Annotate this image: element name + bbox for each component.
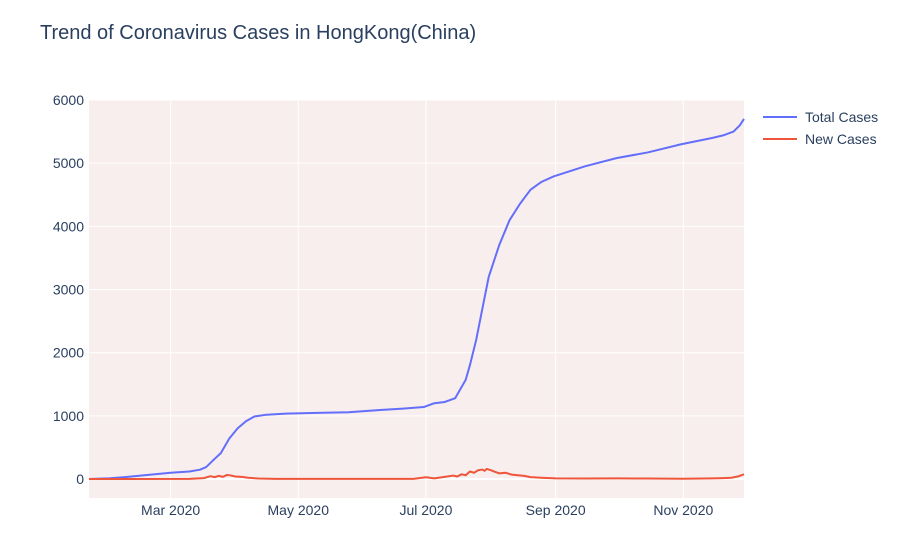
series-line-new-cases: [88, 467, 745, 481]
y-tick-label: 5000: [53, 155, 84, 171]
plot-background: [89, 100, 744, 498]
legend-label-new-cases: New Cases: [805, 131, 877, 147]
legend-swatch-new-cases: [763, 138, 797, 140]
y-tick-label: 2000: [53, 345, 84, 361]
y-axis-ticks: 0 1000 2000 3000 4000 5000 6000: [53, 92, 84, 487]
chart-title: Trend of Coronavirus Cases in HongKong(C…: [40, 22, 477, 44]
y-tick-label: 4000: [53, 218, 84, 234]
legend-label-total-cases: Total Cases: [805, 109, 879, 125]
y-tick-label: 0: [76, 471, 84, 487]
y-tick-label: 1000: [53, 408, 84, 424]
x-axis-ticks: Mar 2020 May 2020 Jul 2020 Sep 2020 Nov 2020: [141, 502, 713, 518]
legend-swatch-total-cases: [763, 116, 797, 118]
series-lines: [88, 118, 745, 481]
legend-item-new-cases[interactable]: New Cases: [763, 129, 878, 149]
x-tick-label: Jul 2020: [399, 502, 452, 518]
x-tick-label: Nov 2020: [653, 502, 713, 518]
y-tick-label: 6000: [53, 92, 84, 108]
x-tick-label: Sep 2020: [526, 502, 586, 518]
series-line-total-cases: [88, 118, 745, 481]
legend-item-total-cases[interactable]: Total Cases: [763, 107, 878, 127]
legend: Total Cases New Cases: [763, 107, 878, 151]
x-tick-label: Mar 2020: [141, 502, 200, 518]
x-tick-label: May 2020: [268, 502, 330, 518]
y-tick-label: 3000: [53, 282, 84, 298]
